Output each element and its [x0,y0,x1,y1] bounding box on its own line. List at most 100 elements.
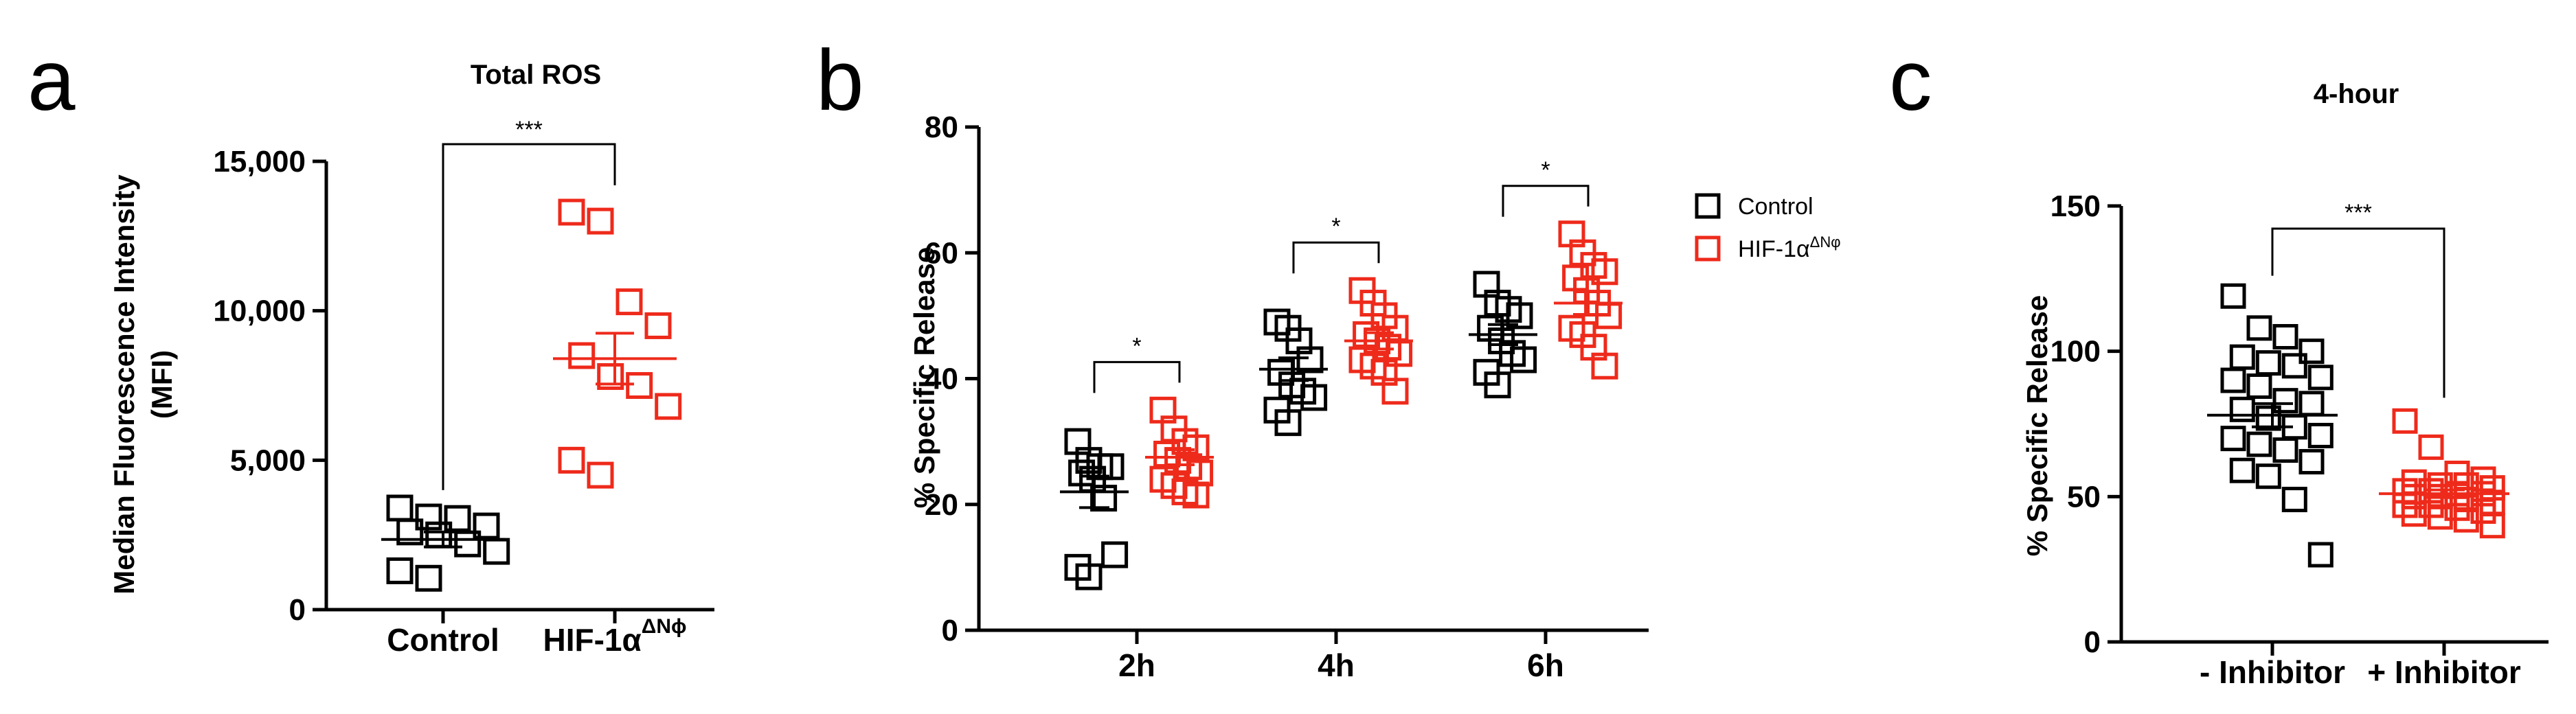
x-category-label-main: - Inhibitor [2200,654,2345,690]
data-point [587,461,614,489]
data-point [1300,384,1328,411]
data-point [597,362,624,390]
y-axis-label-line-2: (MFI) [146,350,178,419]
significance-bracket [1502,185,1590,217]
x-category-label-main: 6h [1527,647,1564,683]
y-tick-label: 150 [2050,189,2101,223]
data-point [1182,481,1210,509]
data-point [587,207,614,235]
significance-label: *** [515,117,543,143]
x-category-label: HIF-1αΔNϕ [543,615,687,658]
chart-4-hour-inhibitor: 0 50 100 150 - Inhibitor + Inhibitor 4-hour % S… [2021,79,2549,690]
x-category-label-main: HIF-1α [543,622,642,658]
data-point [1296,346,1324,373]
legend-label-main: Control [1738,194,1814,220]
data-point [2229,344,2255,370]
data-point [2418,434,2444,460]
data-point [2392,492,2418,518]
data-point [2298,391,2325,417]
legend-label: Control [1738,194,1814,220]
data-point [626,372,653,399]
chart-specific-release-time: 0 20 40 60 80 2h 4h 6h % Specific Release * * * Cont… [908,111,1841,683]
data-point [2272,324,2298,349]
x-category-label: 6h [1527,647,1564,683]
y-tick-label: 40 [925,362,958,396]
x-category-label-main: + Inhibitor [2367,654,2521,690]
data-point [2246,431,2272,457]
x-category-label: - Inhibitor [2200,654,2345,690]
y-tick-label: 0 [289,593,306,627]
data-point [558,198,585,226]
data-point [2392,478,2418,504]
data-point [473,512,500,540]
legend-swatch [1695,235,1721,262]
y-axis-label-line-1: Median Fluorescence Intensity [108,174,140,595]
significance-label: * [1331,214,1340,240]
data-point [386,557,414,584]
data-point [2307,542,2334,568]
x-category-label-main: Control [387,622,499,658]
data-point [615,288,643,316]
chart-total-ros: 0 5,000 10,000 15,000 Control HIF-1αΔNϕ Total … [108,60,714,658]
data-point [2220,283,2246,309]
data-point [1274,409,1302,437]
data-point [1591,352,1618,380]
data-point [396,518,424,546]
data-point [2307,365,2334,391]
y-axis-label: Median Fluorescence Intensity [108,174,140,595]
y-tick-label: 0 [942,614,958,647]
legend-label: HIF-1αΔNφ [1738,233,1841,262]
data-point [2479,513,2505,539]
y-tick-label: 80 [925,111,958,144]
y-tick-label: 0 [2084,625,2101,659]
data-point [2298,449,2325,475]
y-axis-label: % Specific Release [2021,295,2053,557]
x-category-label-main: 2h [1118,647,1155,683]
y-tick-label: 50 [2067,480,2101,514]
data-point [2281,487,2307,513]
data-point [2220,426,2246,452]
data-point [1591,258,1618,286]
x-category-label-superscript: ΔNϕ [642,615,687,638]
panel-a: a 0 5,000 10,000 15,000 Control HIF-1αΔNϕ Tota… [0,0,824,714]
data-point [2401,501,2427,527]
x-category-label: 2h [1118,647,1155,683]
significance-bracket [2271,227,2445,398]
y-tick-label: 20 [925,488,958,522]
x-category-label: 4h [1318,647,1355,683]
data-point [386,494,414,522]
panel-letter-a: a [27,33,76,128]
data-point [1484,371,1511,399]
chart-title: 4-hour [2314,79,2399,109]
data-point [483,538,510,565]
data-point [2298,338,2325,365]
significance-bracket [442,143,616,490]
data-point [1506,302,1533,330]
legend-swatch [1695,193,1721,219]
data-point [2272,437,2298,463]
y-tick-label: 10,000 [213,295,306,328]
data-point [2453,507,2479,533]
data-point [644,312,672,339]
data-point [558,446,585,474]
data-point [2220,367,2246,393]
data-point [1510,346,1537,373]
data-point [2392,408,2418,434]
data-point [2427,504,2453,530]
data-point [1075,563,1103,590]
y-tick-label: 60 [925,236,958,270]
x-category-label: + Inhibitor [2367,654,2521,690]
y-tick-label: 100 [2050,335,2101,369]
significance-bracket [1093,360,1181,393]
data-point [1381,378,1409,405]
data-point [2479,475,2505,501]
y-axis-label: % Specific Release [908,247,940,509]
data-point [655,393,682,420]
y-tick-label: 15,000 [213,145,306,178]
data-point [2246,315,2272,341]
panel-letter-b: b [816,33,864,128]
significance-label: *** [2345,200,2372,226]
x-category-label: Control [387,622,499,658]
data-point [454,530,482,557]
data-point [444,505,471,532]
